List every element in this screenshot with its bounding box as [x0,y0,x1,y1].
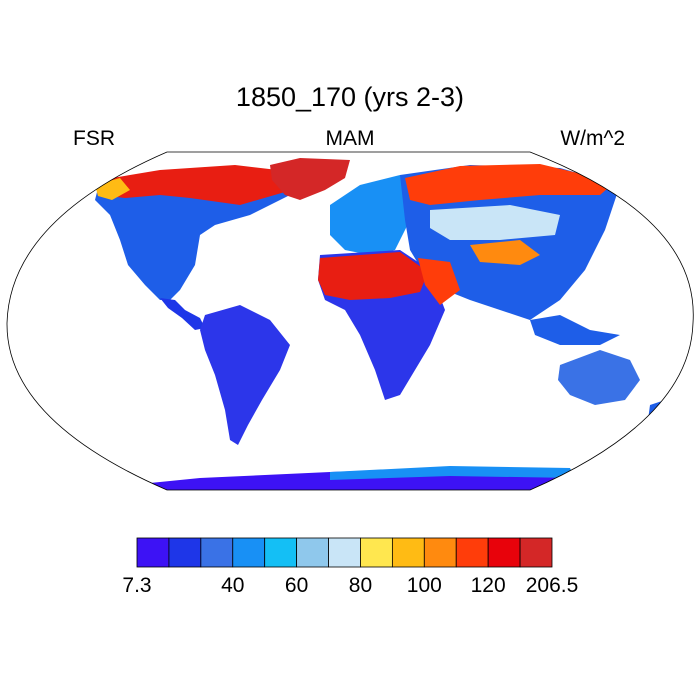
region-indonesia [530,315,620,345]
colorbar-tick-label: 206.5 [525,574,579,597]
colorbar-tick-label: 40 [221,574,245,597]
plot-title: 1850_170 (yrs 2-3) [235,82,465,112]
map-outline [6,151,694,491]
variable-label: FSR [73,127,115,150]
colorbar-tick-label: 120 [470,574,506,597]
region-sahara [318,252,428,300]
colorbar-swatch [264,537,298,568]
region-central-asia [430,205,560,240]
region-south-america [200,305,290,445]
season-label: MAM [325,127,375,150]
region-tibet [470,240,540,265]
colorbar-swatch [423,537,457,568]
land-field [95,158,665,490]
units-label: W/m^2 [560,127,625,150]
colorbar-swatch [232,537,266,568]
colorbar [136,537,553,568]
colorbar-swatch [455,537,489,568]
region-central-america [160,298,205,330]
region-new-zealand [648,400,665,420]
colorbar-swatch [360,537,393,568]
colorbar-swatch [487,537,521,568]
colorbar-swatch [136,537,170,568]
colorbar-tick-label: 60 [284,574,309,597]
colorbar-swatch [391,537,425,568]
colorbar-tick-label: 80 [348,574,373,597]
colorbar-tick-label: 100 [406,574,442,597]
region-northern-canada [100,165,295,205]
region-greenland [270,158,350,200]
region-australia [558,350,640,405]
colorbar-swatch [296,537,329,568]
region-antarctica-coast [330,466,575,480]
colorbar-swatch [168,537,202,568]
colorbar-swatch [200,537,234,568]
colorbar-swatch [519,537,553,568]
region-siberia [405,164,615,205]
region-europe [330,175,420,255]
colorbar-tick-label: 7.3 [122,574,152,597]
colorbar-swatch [328,537,361,568]
region-arabia [418,258,460,305]
